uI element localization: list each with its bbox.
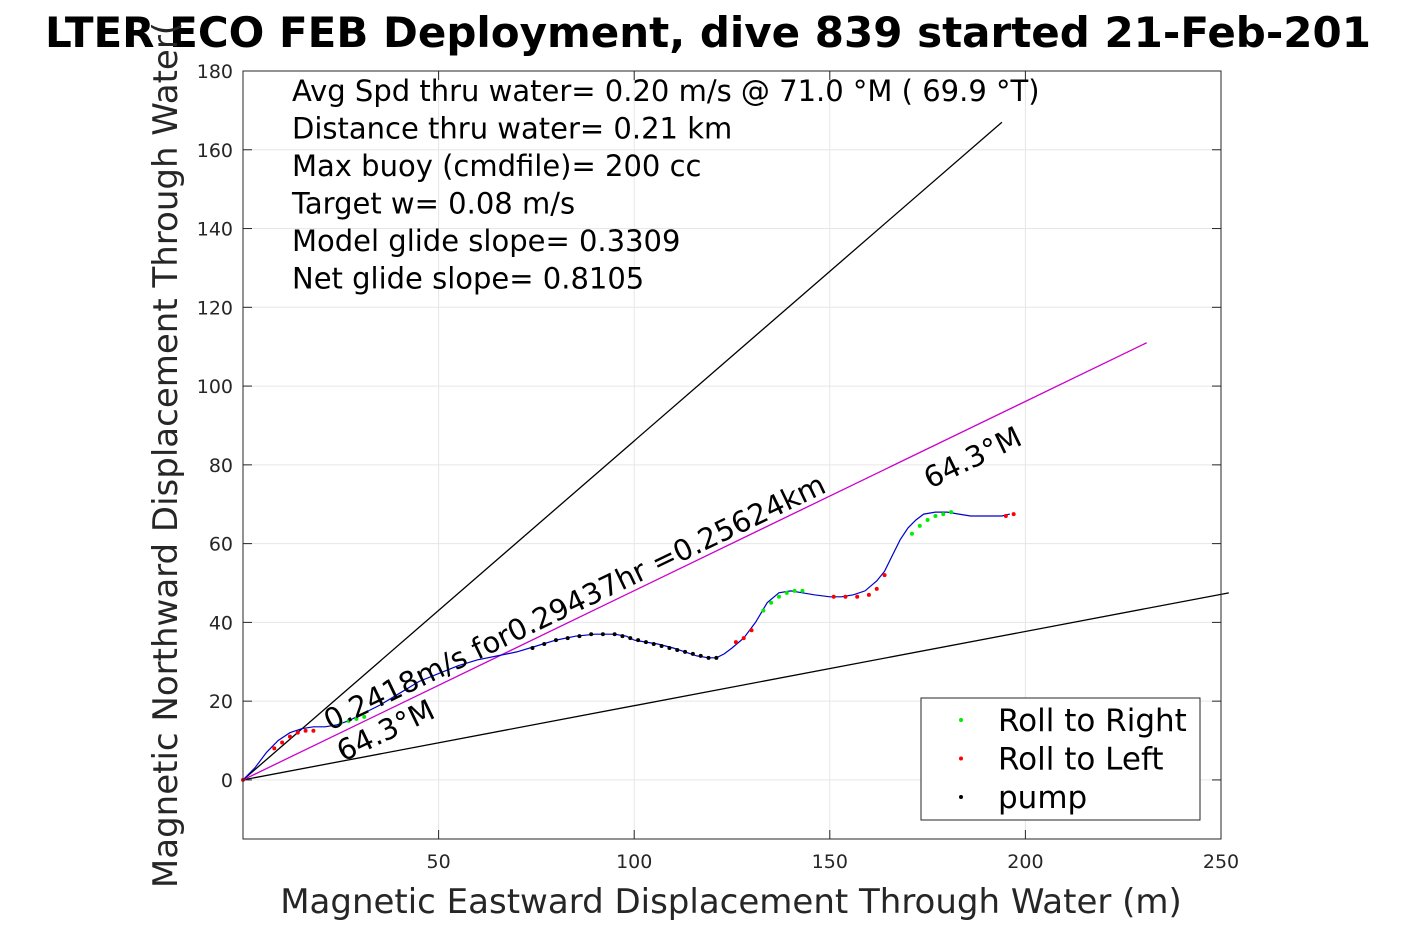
legend-box (920, 697, 1201, 821)
axes-box (242, 70, 1222, 840)
marker-pump (577, 634, 582, 639)
x-tick-label: 150 (812, 851, 848, 873)
marker-pump (600, 632, 605, 637)
y-tick-label: 60 (209, 534, 233, 556)
marker-roll-to-left (882, 573, 887, 578)
y-tick-label: 140 (197, 219, 233, 241)
marker-roll-to-right (354, 716, 359, 721)
marker-pump (553, 638, 558, 643)
y-tick-label: 160 (197, 140, 233, 162)
marker-roll-to-left (1011, 512, 1016, 517)
marker-roll-to-left (287, 734, 292, 739)
stats-annotation: Target w= 0.08 m/s (291, 187, 575, 221)
tick-marks (243, 70, 1222, 839)
stats-annotation: Net glide slope= 0.8105 (292, 262, 644, 296)
stats-annotation: Max buoy (cmdfile)= 200 cc (292, 149, 701, 183)
speed-line-label: 0.2418m/s for0.29437hr =0.25624km (318, 467, 831, 737)
x-tick-labels: 50 100 150 200 250 (427, 851, 1240, 873)
y-tick-label: 80 (209, 455, 233, 477)
marker-pump (706, 655, 711, 660)
stats-annotation: Model glide slope= 0.3309 (292, 224, 680, 258)
stats-annotations: Avg Spd thru water= 0.20 m/s @ 71.0 °M (… (291, 74, 1040, 296)
marker-roll-to-right (917, 523, 922, 528)
legend-marker-pump (959, 795, 963, 799)
marker-roll-to-left (843, 594, 848, 599)
marker-roll-to-left (855, 594, 860, 599)
marker-pump (628, 636, 633, 641)
marker-roll-to-left (866, 592, 871, 597)
marker-pump (690, 651, 695, 656)
data-markers (241, 510, 1016, 782)
marker-roll-to-right (346, 718, 351, 723)
marker-roll-to-left (831, 594, 836, 599)
marker-pump (714, 655, 719, 660)
y-tick-label: 100 (197, 376, 233, 398)
marker-roll-to-right (362, 714, 367, 719)
marker-pump (530, 645, 535, 650)
marker-roll-to-right (941, 512, 946, 517)
marker-roll-to-right (338, 720, 343, 725)
y-tick-label: 120 (197, 297, 233, 319)
marker-pump (683, 649, 688, 654)
marker-pump (698, 653, 703, 658)
y-tick-labels: 0 20 40 60 80 100 120 140 160 180 (197, 61, 233, 792)
y-tick-label: 0 (221, 770, 233, 792)
reference-line (242, 592, 1229, 781)
marker-roll-to-right (792, 588, 797, 593)
marker-pump (565, 636, 570, 641)
marker-roll-to-right (800, 588, 805, 593)
marker-pump (667, 645, 672, 650)
marker-roll-to-right (761, 608, 766, 613)
marker-roll-to-right (933, 514, 938, 519)
marker-roll-to-left (303, 728, 308, 733)
stats-annotation: Distance thru water= 0.21 km (292, 112, 732, 146)
chart-title: LTER ECO FEB Deployment, dive 839 starte… (45, 8, 1371, 57)
marker-roll-to-right (909, 531, 914, 536)
marker-roll-to-right (925, 517, 930, 522)
marker-pump (542, 642, 547, 647)
x-tick-label: 200 (1007, 851, 1043, 873)
legend-marker-roll-to-right (959, 718, 963, 722)
stats-annotation: Avg Spd thru water= 0.20 m/s @ 71.0 °M (… (292, 74, 1040, 108)
reference-line (242, 121, 1003, 781)
x-axis-label: Magnetic Eastward Displacement Through W… (280, 882, 1182, 922)
marker-pump (589, 632, 594, 637)
y-axis-label: Magnetic Northward Displacement Through … (146, 22, 186, 888)
marker-roll-to-left (741, 636, 746, 641)
legend-marker-roll-to-left (959, 756, 963, 761)
legend-label-roll-to-right: Roll to Right (998, 703, 1187, 739)
marker-roll-to-left (272, 746, 277, 751)
y-tick-label: 180 (197, 61, 233, 83)
marker-pump (659, 644, 664, 649)
marker-roll-to-left (1003, 514, 1008, 519)
y-tick-label: 20 (209, 691, 233, 713)
marker-pump (643, 640, 648, 645)
marker-pump (651, 642, 656, 647)
marker-roll-to-left (749, 628, 754, 633)
marker-pump (612, 632, 617, 637)
x-tick-label: 100 (616, 851, 652, 873)
reference-lines (242, 121, 1229, 781)
marker-roll-to-left (295, 730, 300, 735)
marker-pump (620, 634, 625, 639)
heading-upper-label: 64.3°M (918, 420, 1027, 496)
reference-line (242, 342, 1147, 781)
legend-label-pump: pump (998, 780, 1087, 816)
marker-roll-to-left (280, 740, 285, 745)
marker-roll-to-right (784, 590, 789, 595)
marker-pump (636, 638, 641, 643)
marker-pump (675, 647, 680, 652)
marker-roll-to-right (949, 510, 954, 515)
marker-roll-to-left (311, 728, 316, 733)
marker-roll-to-right (769, 600, 774, 605)
marker-roll-to-right (776, 594, 781, 599)
marker-roll-to-left (733, 640, 738, 645)
y-tick-label: 40 (209, 612, 233, 634)
x-tick-label: 250 (1203, 851, 1239, 873)
legend-label-roll-to-left: Roll to Left (998, 742, 1164, 778)
x-tick-label: 50 (427, 851, 451, 873)
marker-roll-to-left (874, 586, 879, 591)
